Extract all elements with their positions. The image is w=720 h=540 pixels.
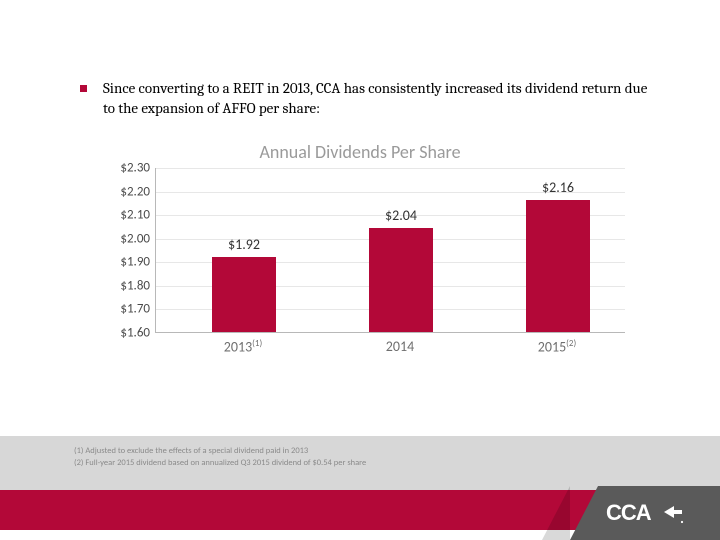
y-tick-label: $1.80 (102, 278, 150, 293)
y-tick-label: $1.60 (102, 326, 150, 341)
logo-bg: CCA (570, 486, 720, 540)
y-tick-label: $1.90 (102, 255, 150, 270)
x-tick-label: 2013(1) (198, 338, 288, 356)
bar-value-label: $2.16 (526, 179, 590, 196)
footnote-2: (2) Full-year 2015 dividend based on ann… (74, 458, 720, 470)
logo-container: CCA (570, 486, 720, 540)
dividends-bar-chart: $1.92 $2.04 $2.16 $1.60 $1.70 $1.80 $1.90 $2.0… (105, 168, 625, 353)
bullet-item: Since converting to a REIT in 2013, CCA … (80, 78, 650, 119)
footnotes-block: (1) Adjusted to exclude the effects of a… (0, 436, 720, 490)
bar: $2.16 (526, 200, 590, 332)
y-tick-label: $1.70 (102, 302, 150, 317)
cca-logo-icon: CCA (606, 500, 684, 526)
bar-value-label: $2.04 (369, 207, 433, 224)
bar: $1.92 (212, 257, 276, 332)
x-tick-label: 2015(2) (512, 338, 602, 356)
logo-shadow-shape (542, 486, 570, 540)
y-tick-label: $2.00 (102, 231, 150, 246)
y-tick-label: $2.10 (102, 208, 150, 223)
gridline (156, 168, 625, 169)
y-tick-label: $2.20 (102, 184, 150, 199)
y-tick-label: $2.30 (102, 161, 150, 176)
bullet-marker-icon (80, 85, 87, 92)
plot-area: $1.92 $2.04 $2.16 (155, 168, 625, 333)
bar-value-label: $1.92 (212, 236, 276, 253)
footnote-1: (1) Adjusted to exclude the effects of a… (74, 446, 720, 458)
bar: $2.04 (369, 228, 433, 332)
slide: Since converting to a REIT in 2013, CCA … (0, 0, 720, 540)
svg-text:CCA: CCA (606, 500, 652, 525)
x-tick-label: 2014 (355, 338, 445, 355)
bullet-text: Since converting to a REIT in 2013, CCA … (103, 78, 650, 119)
